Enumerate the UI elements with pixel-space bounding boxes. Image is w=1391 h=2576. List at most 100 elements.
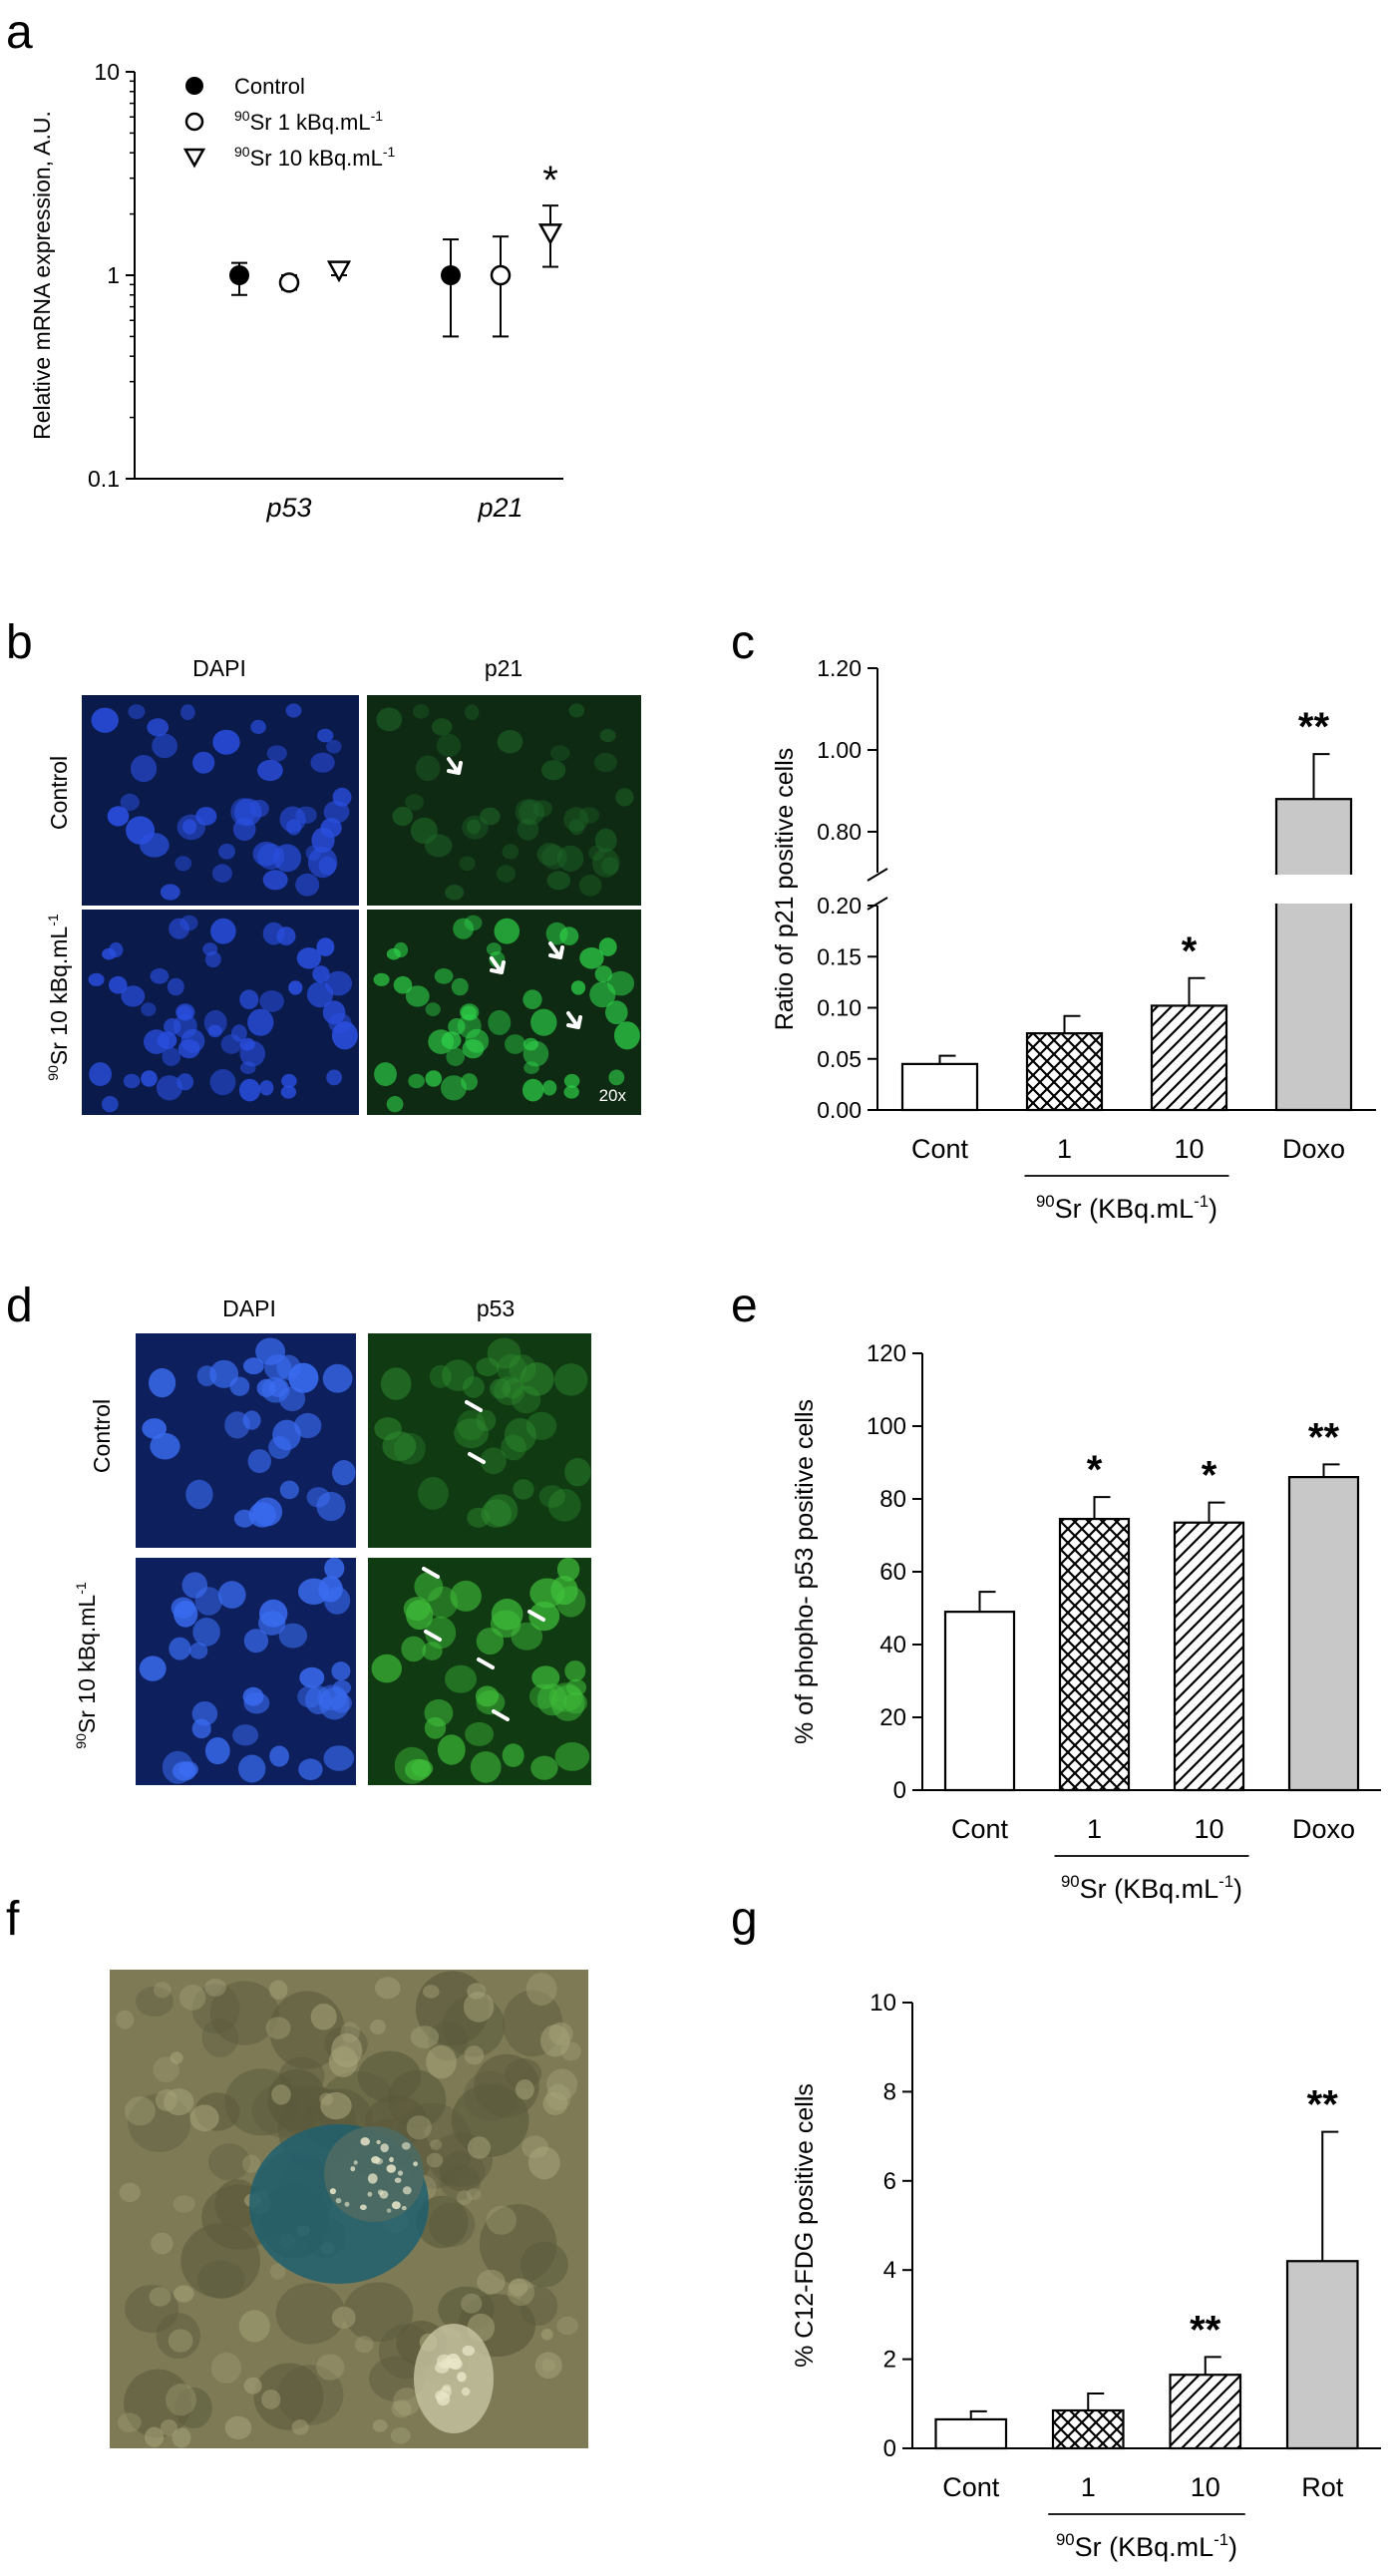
e-bar [1058,1517,1131,1792]
dapi-nucleus [243,1357,264,1375]
dapi-nucleus [192,1618,220,1647]
panel-label-e: e [731,1280,758,1332]
p21-arrow [490,956,506,974]
dapi-nucleus [250,719,266,735]
f-cell-highlight [153,1982,172,1999]
f-cell-highlight [509,2278,528,2297]
p21-cell [578,807,600,824]
p53-cell [481,1499,513,1528]
p53-cell [564,1660,586,1682]
f-cell-highlight [145,2426,165,2447]
dapi-nucleus [141,1070,158,1087]
f-cell [369,2356,425,2402]
p21-cell [465,704,480,721]
e-ytick-label: 40 [879,1632,906,1658]
p21-cell [541,845,567,870]
micro-d-col-p53: p53 [477,1295,515,1321]
f-cell-highlight [457,2190,473,2206]
p53-arrow [477,1657,495,1669]
dapi-nucleus [149,1368,176,1398]
p21-cell [545,921,568,945]
dapi-nucleus [262,870,288,891]
dapi-nucleus [238,1078,261,1102]
p53-cell [422,1642,443,1660]
p21-cell [579,947,604,969]
f-granule [374,2157,383,2165]
f-cell-highlight [241,2154,261,2173]
f-cell [136,1986,174,2018]
f-granule [461,2387,471,2396]
f-cell-highlight [464,2045,485,2065]
p21-cell [591,848,620,878]
p53-arrow [424,1630,442,1642]
g-ytick-label: 6 [883,2168,896,2195]
dapi-nucleus [280,1085,297,1099]
chart-c-p21-ratio: 0.00 0.05 0.10 0.15 0.20 0.80 1.00 1.20 Cont 1 * 10… [771,655,1376,1224]
p21-cell [593,752,617,773]
f-cell-highlight [210,2352,241,2384]
p21-cell [589,981,616,1008]
f-cell-highlight [172,2427,191,2448]
dapi-nucleus [247,1008,274,1036]
f-cell-highlight [291,2419,309,2435]
dapi-nucleus [295,806,317,824]
p21-cell [570,980,586,995]
p21-cell [408,1073,425,1089]
micro-b-row-treated: 90Sr 10 kBq.mL-1 [45,914,72,1081]
c-significance: ** [1298,705,1330,749]
f-granule [457,2372,467,2383]
dapi-nucleus [324,1557,345,1580]
p21-cell [393,975,413,994]
p53-cell [509,1354,536,1383]
p53-cell [548,1682,583,1712]
p53-arrow [492,1709,510,1721]
p53-cell [457,1409,486,1441]
dapi-nucleus [229,1376,250,1396]
p53-cell [528,1601,560,1632]
f-cell-highlight [507,2278,535,2307]
dapi-nucleus [243,1691,270,1714]
a-legend-text: Control [234,74,305,99]
dapi-nucleus [266,745,287,762]
p21-cell [563,1085,579,1099]
e-significance: ** [1308,1415,1340,1459]
p21-cell [497,730,523,754]
g-bar [1285,2260,1359,2450]
p21-cell [615,788,634,807]
p21-cell [517,818,539,841]
p53-cell [442,1359,475,1391]
f-cell-highlight [149,2287,172,2307]
p53-cell [494,1375,525,1406]
dapi-nucleus [147,718,170,737]
f-cell-highlight [117,2412,142,2433]
f-cell-highlight [331,2306,356,2329]
e-bar [1173,1521,1245,1792]
micrograph-panel-b: DAPI p21 Control 90Sr 10 kBq.mL-1 20x [45,655,641,1115]
f-cell-highlight [173,2195,195,2213]
dapi-nucleus [248,1502,276,1528]
p53-cell [520,1362,554,1396]
p21-cell [568,819,585,836]
a-legend-sup: 90 [234,144,250,160]
e-ylabel: % of phopho- p53 positive cells [791,1399,819,1744]
e-significance: * [1087,1448,1103,1492]
e-bar [1287,1475,1360,1792]
dapi-nucleus [276,1354,301,1380]
p21-cell [465,1028,490,1053]
dapi-nucleus [318,856,337,876]
f-cell-highlight [204,1979,226,1997]
p21-cell [425,1070,443,1087]
p21-cell [550,745,570,762]
p21-cell [494,918,521,944]
f-granule [386,2208,392,2213]
p53-arrow [465,1400,483,1412]
f-bright-cell [414,2324,494,2433]
dapi-nucleus [331,1661,351,1681]
panel-label-d: d [6,1280,33,1332]
micro-d-row-control: Control [89,1399,115,1473]
p53-cell [484,1494,519,1527]
f-cell-highlight [271,2084,291,2105]
p21-cell [453,918,474,939]
dapi-nucleus [298,1758,323,1780]
p53-cell [476,1409,497,1432]
